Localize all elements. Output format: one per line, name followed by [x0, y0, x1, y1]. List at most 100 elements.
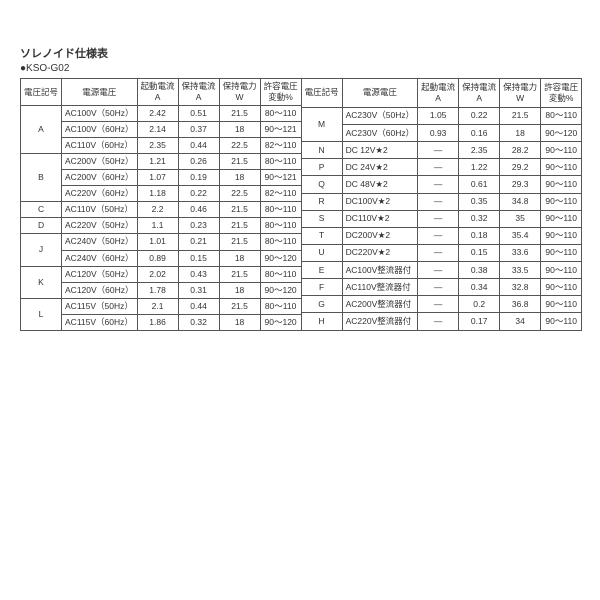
start-current-cell: 1.18	[137, 186, 178, 202]
hold-current-cell: 0.2	[459, 296, 500, 313]
start-current-cell: —	[418, 193, 459, 210]
table-row: BAC200V（50Hz）1.210.2621.580～110	[21, 154, 302, 170]
hold-power-cell: 22.5	[219, 138, 260, 154]
table-row: QDC 48V★2—0.6129.390～110	[301, 176, 582, 193]
hold-power-cell: 35.4	[500, 227, 541, 244]
hold-current-cell: 0.38	[459, 262, 500, 279]
start-current-cell: 1.05	[418, 107, 459, 124]
hold-power-cell: 21.5	[219, 234, 260, 250]
fluct-cell: 90～110	[541, 279, 582, 296]
table-row: AC110V（60Hz）2.350.4422.582～110	[21, 138, 302, 154]
hold-current-cell: 0.44	[178, 138, 219, 154]
hold-current-cell: 0.16	[459, 125, 500, 142]
table-row: RDC100V★2—0.3534.890～110	[301, 193, 582, 210]
col-hold-power: 保持電力W	[219, 79, 260, 106]
fluct-cell: 82～110	[260, 138, 301, 154]
fluct-cell: 90～110	[541, 159, 582, 176]
hold-power-cell: 21.5	[500, 107, 541, 124]
table-row: UDC220V★2—0.1533.690～110	[301, 244, 582, 261]
table-row: AC115V（60Hz）1.860.321890～120	[21, 314, 302, 330]
col-voltage-fluct: 許容電圧変動%	[260, 79, 301, 106]
hold-current-cell: 0.61	[459, 176, 500, 193]
voltage-code-cell: J	[21, 234, 62, 266]
fluct-cell: 90～120	[541, 125, 582, 142]
fluct-cell: 90～121	[260, 170, 301, 186]
voltage-code-cell: A	[21, 106, 62, 154]
table-row: AC230V（60Hz）0.930.161890～120	[301, 125, 582, 142]
hold-current-cell: 1.22	[459, 159, 500, 176]
col-voltage-fluct: 許容電圧変動%	[541, 79, 582, 108]
voltage-cell: AC100V（60Hz）	[62, 122, 138, 138]
voltage-cell: AC100V（50Hz）	[62, 106, 138, 122]
table-row: KAC120V（50Hz）2.020.4321.580～110	[21, 266, 302, 282]
voltage-code-cell: N	[301, 142, 342, 159]
fluct-cell: 90～110	[541, 296, 582, 313]
fluct-cell: 82～110	[260, 186, 301, 202]
table-row: AC200V（60Hz）1.070.191890～121	[21, 170, 302, 186]
model-subtitle: ●KSO-G02	[20, 63, 580, 74]
voltage-code-cell: S	[301, 210, 342, 227]
hold-power-cell: 29.3	[500, 176, 541, 193]
voltage-code-cell: B	[21, 154, 62, 202]
table-row: MAC230V（50Hz）1.050.2221.580～110	[301, 107, 582, 124]
col-start-current: 起動電流A	[418, 79, 459, 108]
voltage-code-cell: D	[21, 218, 62, 234]
voltage-cell: AC220V整流器付	[342, 313, 418, 330]
voltage-cell: DC200V★2	[342, 227, 418, 244]
fluct-cell: 80～110	[260, 218, 301, 234]
hold-current-cell: 0.31	[178, 282, 219, 298]
hold-power-cell: 21.5	[219, 106, 260, 122]
hold-current-cell: 0.34	[459, 279, 500, 296]
start-current-cell: 2.14	[137, 122, 178, 138]
table-row: CAC110V（50Hz）2.20.4621.580～110	[21, 202, 302, 218]
voltage-cell: AC200V（60Hz）	[62, 170, 138, 186]
start-current-cell: 0.89	[137, 250, 178, 266]
hold-current-cell: 0.32	[178, 314, 219, 330]
start-current-cell: 1.1	[137, 218, 178, 234]
start-current-cell: 2.2	[137, 202, 178, 218]
col-power-voltage: 電源電圧	[342, 79, 418, 108]
fluct-cell: 90～121	[260, 122, 301, 138]
voltage-code-cell: C	[21, 202, 62, 218]
start-current-cell: 1.01	[137, 234, 178, 250]
fluct-cell: 80～110	[260, 234, 301, 250]
start-current-cell: 2.35	[137, 138, 178, 154]
start-current-cell: 1.78	[137, 282, 178, 298]
voltage-code-cell: P	[301, 159, 342, 176]
start-current-cell: —	[418, 296, 459, 313]
hold-power-cell: 21.5	[219, 202, 260, 218]
table-row: HAC220V整流器付—0.173490～110	[301, 313, 582, 330]
table-row: TDC200V★2—0.1835.490～110	[301, 227, 582, 244]
start-current-cell: —	[418, 210, 459, 227]
voltage-code-cell: H	[301, 313, 342, 330]
table-row: NDC 12V★2—2.3528.290～110	[301, 142, 582, 159]
table-row: GAC200V整流器付—0.236.890～110	[301, 296, 582, 313]
voltage-code-cell: E	[301, 262, 342, 279]
hold-power-cell: 18	[219, 314, 260, 330]
voltage-code-cell: L	[21, 298, 62, 330]
hold-power-cell: 21.5	[219, 154, 260, 170]
start-current-cell: 1.07	[137, 170, 178, 186]
hold-power-cell: 18	[219, 122, 260, 138]
spec-table-right: 電圧記号電源電圧起動電流A保持電流A保持電力W許容電圧変動%MAC230V（50…	[301, 78, 583, 331]
table-row: JAC240V（50Hz）1.010.2121.580～110	[21, 234, 302, 250]
table-row: PDC 24V★2—1.2229.290～110	[301, 159, 582, 176]
hold-power-cell: 21.5	[219, 266, 260, 282]
hold-current-cell: 0.35	[459, 193, 500, 210]
hold-power-cell: 33.6	[500, 244, 541, 261]
voltage-code-cell: Q	[301, 176, 342, 193]
hold-power-cell: 35	[500, 210, 541, 227]
voltage-cell: AC220V（50Hz）	[62, 218, 138, 234]
table-row: EAC100V整流器付—0.3833.590～110	[301, 262, 582, 279]
voltage-cell: AC230V（50Hz）	[342, 107, 418, 124]
col-hold-current: 保持電流A	[459, 79, 500, 108]
hold-power-cell: 34.8	[500, 193, 541, 210]
voltage-cell: AC120V（50Hz）	[62, 266, 138, 282]
start-current-cell: —	[418, 176, 459, 193]
fluct-cell: 90～120	[260, 314, 301, 330]
start-current-cell: 2.02	[137, 266, 178, 282]
hold-power-cell: 18	[219, 170, 260, 186]
hold-current-cell: 0.17	[459, 313, 500, 330]
table-row: AC240V（60Hz）0.890.151890～120	[21, 250, 302, 266]
start-current-cell: 2.42	[137, 106, 178, 122]
